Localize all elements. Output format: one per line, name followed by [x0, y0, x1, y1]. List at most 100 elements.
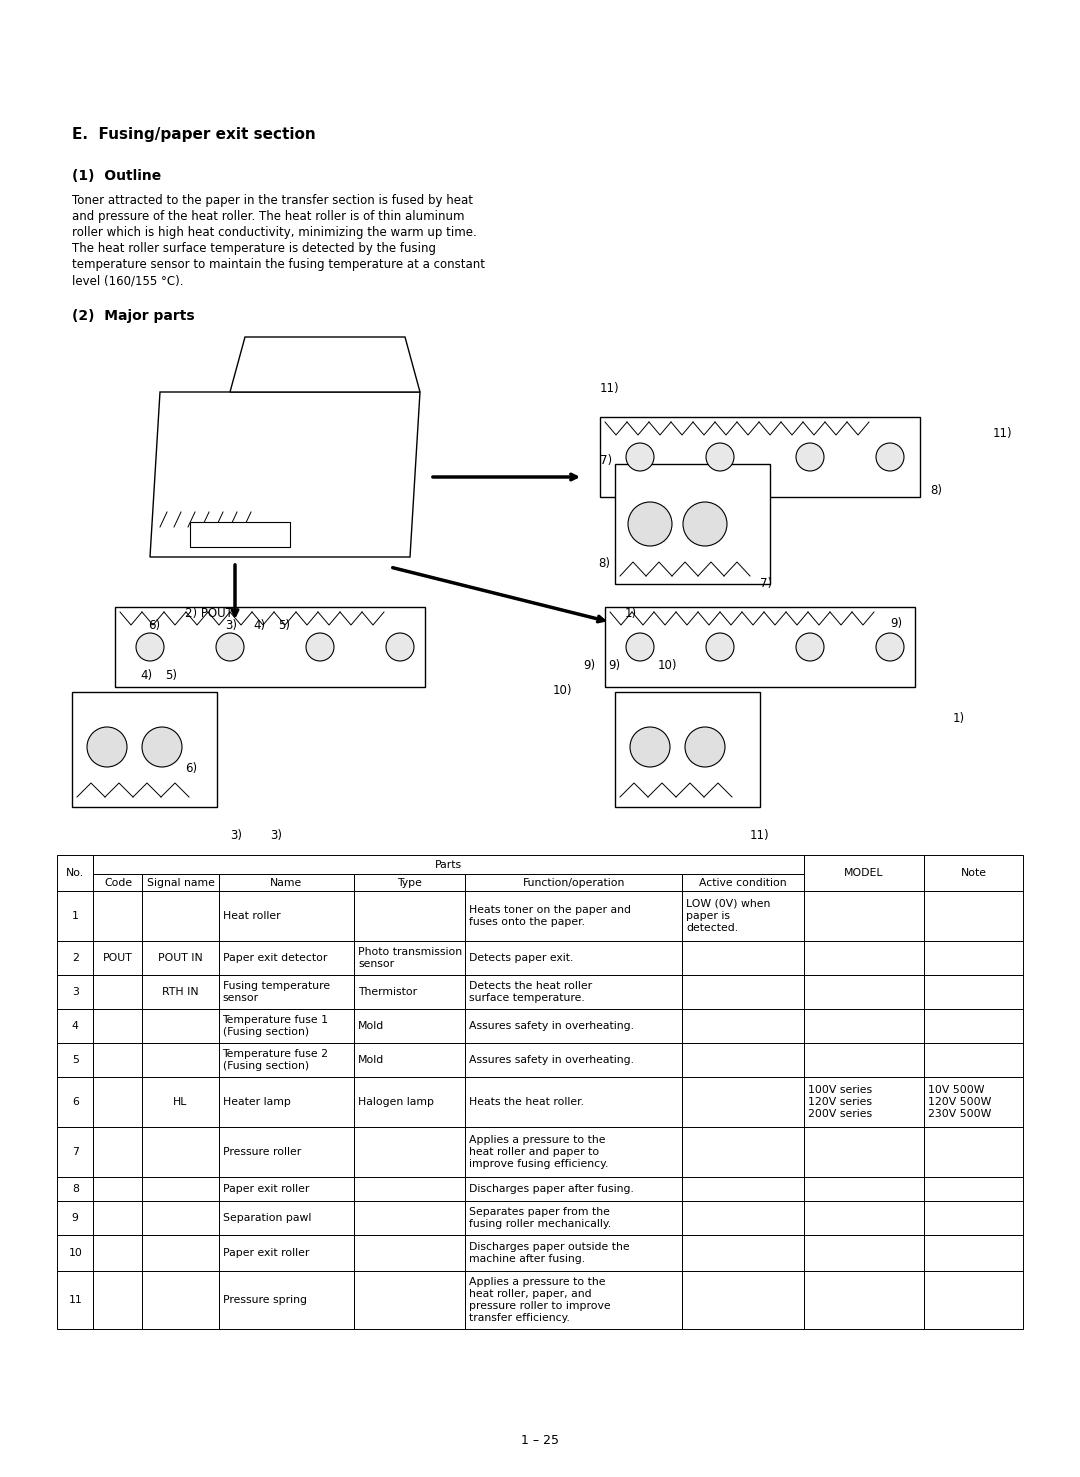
Bar	[94, 874, 143, 891]
Bar	[57, 1177, 94, 1201]
Text: 7): 7)	[600, 453, 612, 467]
Bar	[683, 891, 805, 941]
Bar	[218, 891, 354, 941]
Bar	[924, 1009, 1023, 1043]
Text: (2)  Major parts: (2) Major parts	[72, 309, 194, 323]
Circle shape	[141, 727, 183, 767]
Text: 11): 11)	[600, 383, 620, 394]
Text: Pressure roller: Pressure roller	[222, 1148, 300, 1156]
Circle shape	[306, 634, 334, 662]
Text: HL: HL	[173, 1097, 188, 1106]
Text: No.: No.	[66, 868, 84, 877]
Bar	[924, 1043, 1023, 1077]
Circle shape	[706, 634, 734, 662]
Bar	[143, 1127, 218, 1177]
Text: (1)  Outline: (1) Outline	[72, 168, 161, 183]
Bar	[600, 417, 920, 496]
Text: Parts: Parts	[435, 860, 462, 870]
Text: Detects the heat roller
surface temperature.: Detects the heat roller surface temperat…	[470, 981, 593, 1003]
Bar	[924, 975, 1023, 1009]
Bar	[190, 521, 291, 546]
Text: 1 – 25: 1 – 25	[521, 1434, 559, 1446]
Text: 4: 4	[71, 1021, 79, 1031]
Text: Note: Note	[960, 868, 986, 877]
Bar	[57, 941, 94, 975]
Bar	[683, 1235, 805, 1272]
Bar	[354, 975, 465, 1009]
Bar	[218, 1201, 354, 1235]
Text: 8): 8)	[930, 484, 942, 496]
Bar	[94, 891, 143, 941]
Text: Discharges paper after fusing.: Discharges paper after fusing.	[470, 1185, 634, 1193]
Text: Discharges paper outside the
machine after fusing.: Discharges paper outside the machine aft…	[470, 1242, 630, 1264]
Bar	[57, 1043, 94, 1077]
Bar	[94, 1177, 143, 1201]
Bar	[465, 1077, 683, 1127]
Text: Detects paper exit.: Detects paper exit.	[470, 953, 573, 963]
Text: POUT IN: POUT IN	[158, 953, 203, 963]
Bar	[218, 1127, 354, 1177]
Text: Temperature fuse 2
(Fusing section): Temperature fuse 2 (Fusing section)	[222, 1049, 328, 1071]
Bar	[218, 1177, 354, 1201]
Bar	[805, 1272, 924, 1329]
Text: Paper exit roller: Paper exit roller	[222, 1248, 309, 1258]
Text: 11): 11)	[993, 427, 1013, 440]
Text: RTH IN: RTH IN	[162, 987, 199, 997]
Circle shape	[683, 502, 727, 546]
Bar	[683, 1272, 805, 1329]
Bar	[94, 1077, 143, 1127]
Text: 10): 10)	[553, 684, 572, 697]
Text: 3: 3	[71, 987, 79, 997]
Bar	[57, 1235, 94, 1272]
Bar	[465, 1201, 683, 1235]
Circle shape	[216, 634, 244, 662]
Bar	[143, 1177, 218, 1201]
Text: 4): 4)	[253, 619, 265, 632]
Bar	[683, 1009, 805, 1043]
Text: 9): 9)	[608, 659, 620, 672]
Circle shape	[685, 727, 725, 767]
Text: temperature sensor to maintain the fusing temperature at a constant: temperature sensor to maintain the fusin…	[72, 258, 485, 270]
Bar	[143, 1077, 218, 1127]
Bar	[805, 891, 924, 941]
Text: Temperature fuse 1
(Fusing section): Temperature fuse 1 (Fusing section)	[222, 1015, 328, 1037]
Text: Name: Name	[270, 877, 302, 888]
Bar	[57, 1272, 94, 1329]
Bar	[57, 1077, 94, 1127]
Bar	[354, 1235, 465, 1272]
Bar	[805, 855, 924, 891]
Bar	[94, 1201, 143, 1235]
Circle shape	[876, 634, 904, 662]
Text: The heat roller surface temperature is detected by the fusing: The heat roller surface temperature is d…	[72, 242, 436, 256]
Bar	[805, 975, 924, 1009]
Bar	[354, 1077, 465, 1127]
Text: Heater lamp: Heater lamp	[222, 1097, 291, 1106]
Text: Active condition: Active condition	[700, 877, 787, 888]
Bar	[924, 891, 1023, 941]
Bar	[72, 693, 217, 806]
Text: Paper exit detector: Paper exit detector	[222, 953, 327, 963]
Text: Fusing temperature
sensor: Fusing temperature sensor	[222, 981, 329, 1003]
Text: 3): 3)	[270, 829, 282, 842]
Text: 8: 8	[71, 1185, 79, 1193]
Bar	[683, 941, 805, 975]
Text: 3): 3)	[225, 619, 237, 632]
Bar	[354, 1177, 465, 1201]
Bar	[683, 1043, 805, 1077]
Bar	[94, 855, 805, 874]
Circle shape	[136, 634, 164, 662]
Bar	[683, 1077, 805, 1127]
Text: 1: 1	[71, 911, 79, 922]
Bar	[143, 1009, 218, 1043]
Circle shape	[630, 727, 670, 767]
Bar	[143, 1201, 218, 1235]
Bar	[143, 941, 218, 975]
Bar	[143, 1272, 218, 1329]
Bar	[354, 891, 465, 941]
Circle shape	[626, 443, 654, 471]
Text: 5: 5	[71, 1055, 79, 1065]
Text: Assures safety in overheating.: Assures safety in overheating.	[470, 1055, 634, 1065]
Text: 1): 1)	[953, 712, 966, 725]
Text: LOW (0V) when
paper is
detected.: LOW (0V) when paper is detected.	[686, 899, 771, 933]
Bar	[94, 1272, 143, 1329]
